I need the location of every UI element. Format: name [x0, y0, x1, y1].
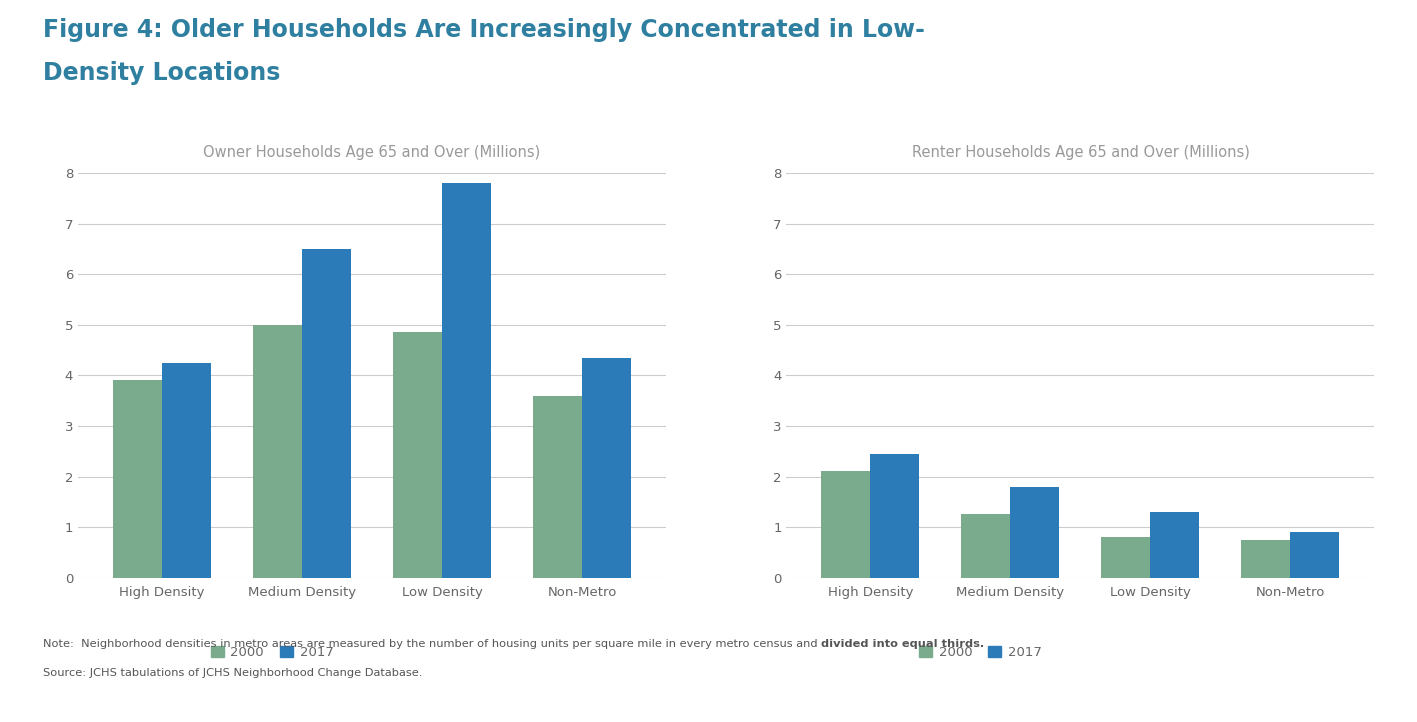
Text: Source: JCHS tabulations of JCHS Neighborhood Change Database.: Source: JCHS tabulations of JCHS Neighbo… — [43, 668, 422, 678]
Bar — [533, 396, 582, 578]
Title: Owner Households Age 65 and Over (Millions): Owner Households Age 65 and Over (Millio… — [203, 144, 541, 160]
Bar — [254, 325, 302, 578]
Bar — [393, 332, 442, 578]
Bar — [870, 454, 920, 578]
Bar — [1010, 487, 1060, 578]
Text: Note:  Neighborhood densities in metro areas are measured by the number of housi: Note: Neighborhood densities in metro ar… — [43, 639, 820, 649]
Bar — [1241, 540, 1291, 578]
Bar — [1291, 532, 1339, 578]
Bar — [442, 183, 490, 578]
Bar — [582, 357, 631, 578]
Bar — [302, 249, 351, 578]
Bar — [162, 362, 211, 578]
Text: Figure 4: Older Households Are Increasingly Concentrated in Low-: Figure 4: Older Households Are Increasin… — [43, 18, 924, 42]
Bar — [1151, 512, 1199, 578]
Bar — [822, 471, 870, 578]
Title: Renter Households Age 65 and Over (Millions): Renter Households Age 65 and Over (Milli… — [911, 144, 1250, 160]
Text: Density Locations: Density Locations — [43, 61, 281, 85]
Bar — [113, 380, 162, 578]
Bar — [1101, 537, 1151, 578]
Legend: 2000, 2017: 2000, 2017 — [205, 641, 339, 664]
Legend: 2000, 2017: 2000, 2017 — [914, 641, 1047, 664]
Bar — [962, 514, 1010, 578]
Text: divided into equal thirds.: divided into equal thirds. — [820, 639, 983, 649]
